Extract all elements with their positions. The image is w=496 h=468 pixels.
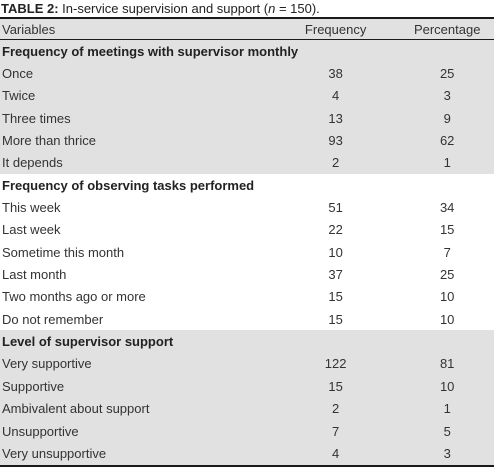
row-percentage: 5 xyxy=(443,423,451,439)
row-label: Two months ago or more xyxy=(2,289,146,305)
row-percentage: 25 xyxy=(439,267,455,283)
row-label: Last month xyxy=(2,267,67,283)
row-percentage: 3 xyxy=(443,445,451,461)
row-percentage: 1 xyxy=(443,155,451,171)
row-frequency: 51 xyxy=(328,200,343,216)
row-percentage: 1 xyxy=(443,401,451,417)
row-percentage: 9 xyxy=(443,110,451,126)
row-frequency: 10 xyxy=(328,244,343,260)
table-row: Once 38 25 xyxy=(0,62,494,85)
row-label: Once xyxy=(2,66,34,82)
table-caption: TABLE 2: In-service supervision and supp… xyxy=(0,0,496,17)
table-row: Ambivalent about support 2 1 xyxy=(0,397,494,420)
table-row: Very supportive 122 81 xyxy=(0,352,494,376)
row-frequency: 93 xyxy=(328,133,343,149)
table-row: Do not remember 15 10 xyxy=(0,308,494,331)
section-title-row: Frequency of meetings with supervisor mo… xyxy=(0,40,494,63)
column-header-frequency: Frequency xyxy=(304,21,367,37)
table-body: Frequency of meetings with supervisor mo… xyxy=(0,40,494,465)
row-label: Twice xyxy=(2,88,36,104)
row-frequency: 122 xyxy=(324,356,347,372)
table-row: Last week 22 15 xyxy=(0,218,494,242)
section-title: Frequency of observing tasks performed xyxy=(2,177,255,193)
row-label: Three times xyxy=(2,110,71,126)
row-frequency: 7 xyxy=(332,423,340,439)
section-title-row: Frequency of observing tasks performed xyxy=(0,174,494,197)
row-label: Very supportive xyxy=(2,356,92,372)
row-frequency: 13 xyxy=(328,110,343,126)
row-percentage: 10 xyxy=(439,289,455,305)
row-label: Supportive xyxy=(2,378,65,394)
row-frequency: 15 xyxy=(328,311,343,327)
row-percentage: 7 xyxy=(443,244,451,260)
row-percentage: 81 xyxy=(439,356,455,372)
table-row: This week 51 34 xyxy=(0,196,494,219)
table-row: Twice 4 3 xyxy=(0,84,494,108)
caption-text-end: = 150). xyxy=(275,1,320,16)
table-header-row: Variables Frequency Percentage xyxy=(0,19,494,40)
row-label: Last week xyxy=(2,222,61,238)
row-percentage: 10 xyxy=(439,378,455,394)
table-row: Last month 37 25 xyxy=(0,263,494,286)
table-row: Unsupportive 7 5 xyxy=(0,419,494,443)
row-frequency: 4 xyxy=(332,445,340,461)
row-label: Do not remember xyxy=(2,311,104,327)
row-percentage: 34 xyxy=(439,200,455,216)
caption-n-symbol: n xyxy=(268,1,276,16)
table-row: Supportive 15 10 xyxy=(0,375,494,398)
row-frequency: 22 xyxy=(328,222,343,238)
section-title-row: Level of supervisor support xyxy=(0,330,494,353)
caption-label: TABLE 2: xyxy=(1,1,59,16)
row-label: This week xyxy=(2,200,61,216)
row-frequency: 4 xyxy=(332,88,340,104)
column-header-percentage: Percentage xyxy=(413,21,481,37)
row-frequency: 37 xyxy=(328,267,343,283)
caption-text: In-service supervision and support ( xyxy=(58,1,269,16)
supervision-table: Variables Frequency Percentage Frequency… xyxy=(0,17,494,467)
row-label: Sometime this month xyxy=(2,244,125,260)
row-frequency: 2 xyxy=(332,401,340,417)
row-label: Very unsupportive xyxy=(2,445,107,461)
row-frequency: 38 xyxy=(328,66,343,82)
row-percentage: 10 xyxy=(439,311,455,327)
section-title: Level of supervisor support xyxy=(2,334,174,350)
table-row: Sometime this month 10 7 xyxy=(0,241,494,264)
section-title: Frequency of meetings with supervisor mo… xyxy=(2,43,299,59)
table-row: Very unsupportive 4 3 xyxy=(0,442,494,465)
row-label: Unsupportive xyxy=(2,423,79,439)
row-percentage: 25 xyxy=(439,66,455,82)
row-frequency: 15 xyxy=(328,378,343,394)
row-percentage: 62 xyxy=(439,133,455,149)
row-percentage: 3 xyxy=(443,88,451,104)
table-row: More than thrice 93 62 xyxy=(0,129,494,152)
table-row: Three times 13 9 xyxy=(0,107,494,130)
column-header-variables: Variables xyxy=(2,21,56,37)
row-frequency: 15 xyxy=(328,289,343,305)
table-row: Two months ago or more 15 10 xyxy=(0,285,494,309)
row-percentage: 15 xyxy=(439,222,455,238)
row-frequency: 2 xyxy=(332,155,340,171)
row-label: It depends xyxy=(2,155,63,171)
table-row: It depends 2 1 xyxy=(0,151,494,175)
row-label: Ambivalent about support xyxy=(2,401,150,417)
row-label: More than thrice xyxy=(2,133,96,149)
